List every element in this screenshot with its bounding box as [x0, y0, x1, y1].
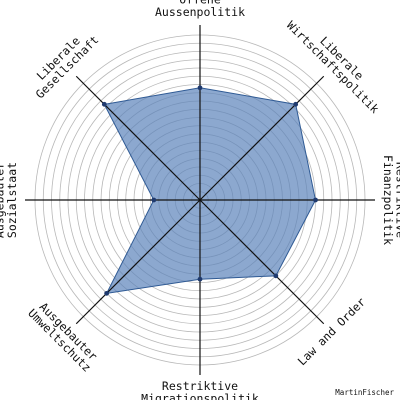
value-marker [104, 290, 110, 296]
value-marker [101, 101, 107, 107]
value-marker [293, 101, 299, 107]
axis-label-line: Ausgebauter [0, 162, 7, 238]
axis-label: Restriktive Migrationspolitik [141, 379, 259, 400]
value-marker [197, 85, 203, 91]
axis-label-line: Restriktive [394, 162, 400, 238]
axis-line [199, 75, 325, 201]
axis-label-line: Offene [179, 0, 221, 7]
value-marker [197, 276, 203, 282]
axis-line [199, 199, 325, 325]
axis-label: OffeneAussenpolitik [155, 0, 245, 19]
axis-label: AusgebauterSozialstaat [0, 162, 19, 238]
axis-label: RestriktiveFinanzpolitik [381, 155, 400, 245]
axis-label-line: Restriktive [162, 379, 238, 393]
value-markers [101, 85, 318, 296]
axis-label-line: Migrationspolitik [141, 392, 259, 400]
credit-text: MartinFischer [335, 388, 394, 397]
value-marker [151, 197, 157, 203]
value-marker [273, 273, 279, 279]
axis-label-line: Finanzpolitik [381, 155, 395, 245]
axis-label-line: Aussenpolitik [155, 5, 245, 19]
axis-lines [25, 25, 375, 375]
axis-line [75, 75, 201, 201]
value-marker [313, 197, 318, 203]
axis-line [75, 199, 201, 325]
axis-label-line: Sozialstaat [5, 162, 19, 238]
